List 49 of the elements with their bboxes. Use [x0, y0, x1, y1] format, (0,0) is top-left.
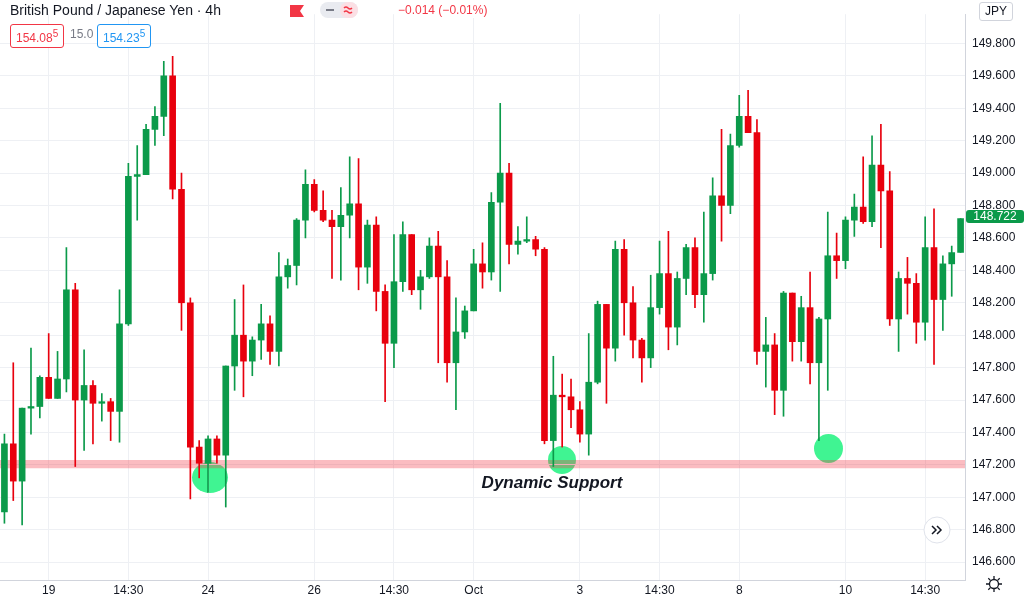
candlestick: [762, 317, 770, 388]
x-tick-label: 26: [307, 582, 322, 597]
y-tick-label: 147.600: [972, 392, 1016, 407]
y-tick-label: 148.800: [972, 197, 1016, 212]
candlestick: [558, 373, 566, 448]
candlestick: [700, 211, 708, 323]
x-tick-label: 14:30: [910, 582, 941, 597]
y-tick-label: 148.000: [972, 327, 1016, 342]
y-tick-label: 147.200: [972, 457, 1016, 472]
annotation: 154.23$^{5}$: [97, 24, 152, 48]
x-tick-label: 14:30: [644, 582, 675, 597]
y-tick-label: 149.000: [972, 165, 1016, 180]
y-tick-label: 149.200: [972, 132, 1016, 147]
text: JPY: [979, 2, 1014, 21]
candlestick: [948, 245, 956, 297]
candlestick: [496, 103, 504, 292]
candlestick: [133, 145, 141, 221]
x-tick-label: Oct: [464, 582, 484, 597]
y-tick-label: 149.600: [972, 68, 1016, 83]
x-tick-label: 19: [42, 582, 56, 597]
y-tick-label: 149.400: [972, 100, 1016, 115]
annotation: −0.014 (−0.01%): [398, 3, 488, 18]
candlestick: [859, 156, 867, 224]
y-tick-label: 146.800: [972, 522, 1016, 537]
y-tick-label: 147.000: [972, 489, 1016, 504]
x-tick-label: 10: [838, 582, 853, 597]
chart-title: British Pound / Japanese Yen · 4h: [10, 2, 221, 18]
y-tick-label: 148.200: [972, 295, 1016, 310]
y-tick-label: 147.800: [972, 359, 1016, 374]
candlestick: [514, 226, 522, 255]
candlestick: [523, 216, 531, 244]
x-tick-label: 14:30: [113, 582, 144, 597]
text: 148.722: [966, 209, 1024, 223]
candlestick: [337, 187, 345, 281]
x-tick-label: 14:30: [378, 582, 410, 597]
annotation: 154.08$^{5}$: [10, 24, 65, 48]
y-tick-label: 148.400: [972, 262, 1016, 277]
annotation: 15.0: [70, 27, 94, 42]
y-tick-label: 146.600: [972, 554, 1016, 569]
x-tick-label: 24: [201, 582, 216, 597]
x-tick-label: 3: [576, 582, 584, 597]
candlestick: [98, 393, 106, 422]
y-tick-label: 147.400: [972, 424, 1016, 439]
y-tick-label: 149.800: [972, 35, 1016, 50]
band-label: Dynamic Support: [481, 472, 624, 492]
candlestick: [434, 231, 442, 364]
candlestick: [346, 156, 354, 239]
x-tick-label: 8: [735, 582, 743, 597]
y-tick-label: 148.600: [972, 230, 1016, 245]
